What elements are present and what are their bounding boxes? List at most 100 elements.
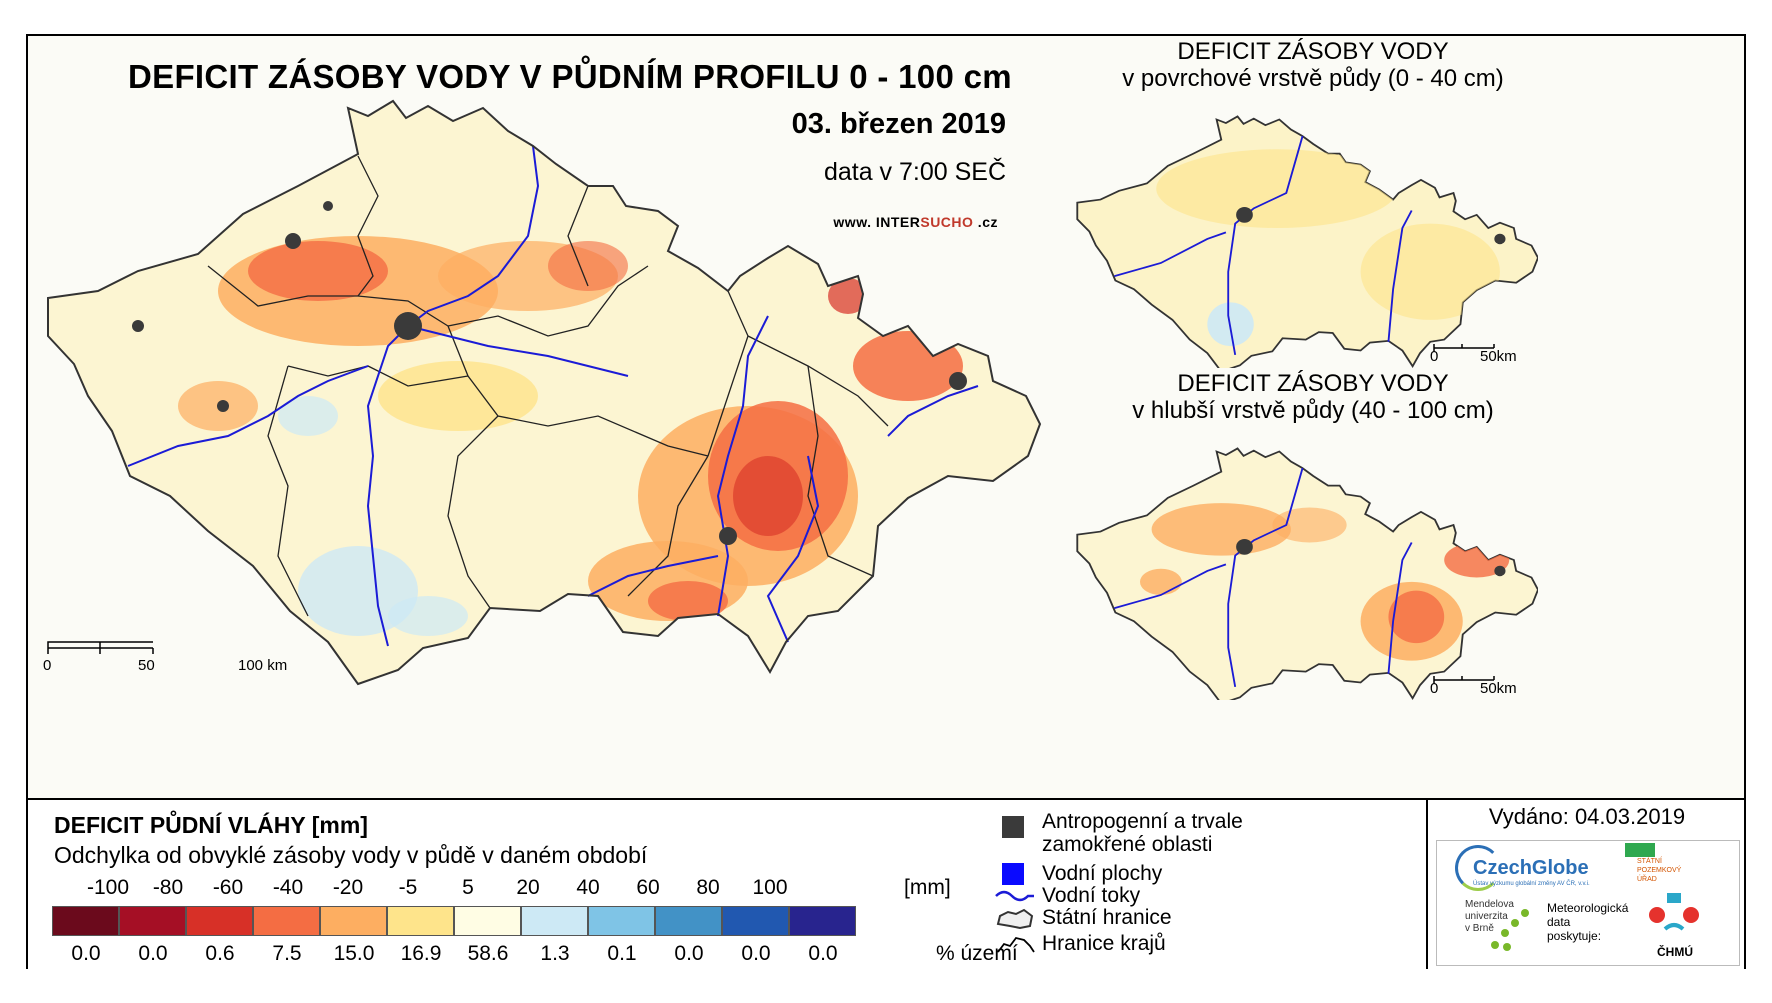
- main-title: DEFICIT ZÁSOBY VODY V PŮDNÍM PROFILU 0 -…: [128, 58, 1012, 95]
- region-border-icon: [997, 936, 1035, 953]
- river-icon: [995, 890, 1034, 902]
- inset-bottom-title-line2: v hlubší vrstvě půdy (40 - 100 cm): [1132, 397, 1494, 424]
- tick-label: -40: [272, 876, 304, 899]
- pct-value: 16.9: [400, 942, 442, 965]
- ramp-cell: [722, 906, 789, 936]
- ramp-cell: [521, 906, 588, 936]
- main-date: 03. březen 2019: [791, 108, 1006, 140]
- map-frame: 0 50 100 km DEFICIT ZÁSOBY VODY V PŮDNÍM…: [26, 34, 1746, 969]
- inset-top-map: [1076, 115, 1538, 368]
- mendel-dots-icon: [1491, 909, 1529, 951]
- inset-top-scale-0: 0: [1430, 348, 1439, 365]
- tick-label: -60: [212, 876, 244, 899]
- anthropogenic-swatch: [1002, 816, 1024, 838]
- szu-line1: STÁTNÍ: [1637, 858, 1662, 865]
- ramp-cell: [186, 906, 253, 936]
- state-border: [47, 99, 1042, 686]
- legend-water-bodies: Vodní plochy: [1042, 862, 1163, 885]
- legend-anthropogenic: Antropogenní a trvale zamokřené oblasti: [1042, 810, 1243, 856]
- website-link[interactable]: www. INTERSUCHO .cz: [833, 214, 998, 230]
- web-prefix: www. INTER: [833, 214, 921, 230]
- main-scale-50: 50: [138, 657, 155, 674]
- inset-bottom-map: [1076, 447, 1538, 700]
- state-border-icon: [996, 908, 1034, 930]
- web-suffix: .cz: [973, 214, 998, 230]
- main-scalebar: [47, 641, 154, 654]
- szu-line2: POZEMKOVÝ: [1637, 867, 1682, 874]
- mendel-line2: univerzita: [1465, 911, 1508, 922]
- legend-region-border: Hranice krajů: [1042, 932, 1166, 955]
- mendel-logo: Mendelova univerzita v Brně: [1465, 899, 1514, 935]
- meteo-line1: Meteorologická: [1547, 901, 1629, 915]
- tick-label: 60: [636, 876, 660, 899]
- legend-rivers: Vodní toky: [1042, 884, 1141, 907]
- issued-box: Vydáno: 04.03.2019 CzechGlobe Ústav výzk…: [1426, 800, 1746, 969]
- legend-mm-unit: [mm]: [904, 876, 951, 899]
- tick-label: -100: [86, 876, 130, 899]
- ramp-cell: [588, 906, 655, 936]
- czechglobe-logo: CzechGlobe: [1473, 857, 1589, 879]
- legend-subtitle: Odchylka od obvyklé zásoby vody v půdě v…: [54, 842, 648, 868]
- meteo-line3: poskytuje:: [1547, 929, 1602, 943]
- pct-value: 0.0: [71, 942, 101, 965]
- inset-top-scalebar: [1433, 344, 1495, 352]
- legend-title: DEFICIT PŮDNÍ VLÁHY [mm]: [54, 812, 368, 838]
- pct-value: 15.0: [333, 942, 375, 965]
- ramp-cell: [655, 906, 722, 936]
- main-scale-0: 0: [43, 657, 51, 674]
- inset-bottom-scale-50: 50km: [1480, 680, 1517, 697]
- tick-label: 20: [516, 876, 540, 899]
- legend-anthropogenic-line1: Antropogenní a trvale: [1042, 810, 1243, 833]
- ramp-cell: [119, 906, 186, 936]
- inset-bottom-scale-0: 0: [1430, 680, 1439, 697]
- ramp-cell: [52, 906, 119, 936]
- tick-label: 5: [462, 876, 474, 899]
- main-map: 0 50 100 km: [43, 99, 1042, 686]
- pct-value: 0.0: [138, 942, 168, 965]
- tick-label: 40: [576, 876, 600, 899]
- issued-date: Vydáno: 04.03.2019: [1488, 804, 1686, 829]
- szu-line3: ÚŘAD: [1637, 876, 1657, 883]
- mendel-line1: Mendelova: [1465, 899, 1514, 910]
- pct-value: 58.6: [467, 942, 509, 965]
- water-swatch: [1002, 863, 1024, 885]
- legend-state-border: Státní hranice: [1042, 906, 1172, 929]
- inset-bottom-title-line1: DEFICIT ZÁSOBY VODY: [1177, 370, 1449, 397]
- pct-value: 0.0: [741, 942, 771, 965]
- logo-panel: CzechGlobe Ústav výzkumu globální změny …: [1436, 840, 1740, 966]
- chmu-logo: ČHMÚ: [1657, 945, 1693, 959]
- web-highlight: SUCHO: [920, 214, 974, 230]
- szu-logo: STÁTNÍ POZEMKOVÝ ÚŘAD: [1637, 857, 1681, 884]
- czechglobe-sub: Ústav výzkumu globální změny AV ČR, v.v.…: [1473, 881, 1590, 887]
- ramp-cell: [387, 906, 454, 936]
- main-scale-100: 100 km: [238, 657, 287, 674]
- tick-label: 80: [696, 876, 720, 899]
- inset-bottom-scalebar: [1433, 676, 1495, 684]
- legend-anthropogenic-line2: zamokřené oblasti: [1042, 833, 1213, 856]
- chmu-logo-icon: [1649, 893, 1699, 931]
- mendel-line3: v Brně: [1465, 923, 1494, 934]
- ramp-cell: [454, 906, 521, 936]
- pct-value: 0.0: [808, 942, 838, 965]
- inset-top-title-line1: DEFICIT ZÁSOBY VODY: [1177, 38, 1449, 65]
- tick-label: -80: [152, 876, 184, 899]
- inset-bottom-title: DEFICIT ZÁSOBY VODY v hlubší vrstvě půdy…: [1033, 370, 1593, 424]
- tick-label: 100: [752, 876, 788, 899]
- inset-top-title: DEFICIT ZÁSOBY VODY v povrchové vrstvě p…: [1033, 38, 1593, 92]
- legend-area: DEFICIT PŮDNÍ VLÁHY [mm] Odchylka od obv…: [28, 798, 1744, 969]
- pct-value: 1.3: [540, 942, 570, 965]
- pct-value: 0.1: [607, 942, 637, 965]
- legend-pct-unit: % území: [936, 942, 1018, 965]
- ramp-cell: [320, 906, 387, 936]
- rivers: [127, 145, 979, 647]
- ramp-cell: [789, 906, 856, 936]
- inset-top-scale-50: 50km: [1480, 348, 1517, 365]
- szu-logo-icon: [1625, 843, 1655, 857]
- tick-label: -5: [398, 876, 418, 899]
- meteo-line2: data: [1547, 915, 1571, 929]
- meteo-text: Meteorologická data poskytuje:: [1547, 901, 1628, 943]
- cities: [132, 201, 967, 545]
- map-area: 0 50 100 km DEFICIT ZÁSOBY VODY V PŮDNÍM…: [28, 36, 1744, 798]
- ramp-cell: [253, 906, 320, 936]
- pct-value: 7.5: [272, 942, 302, 965]
